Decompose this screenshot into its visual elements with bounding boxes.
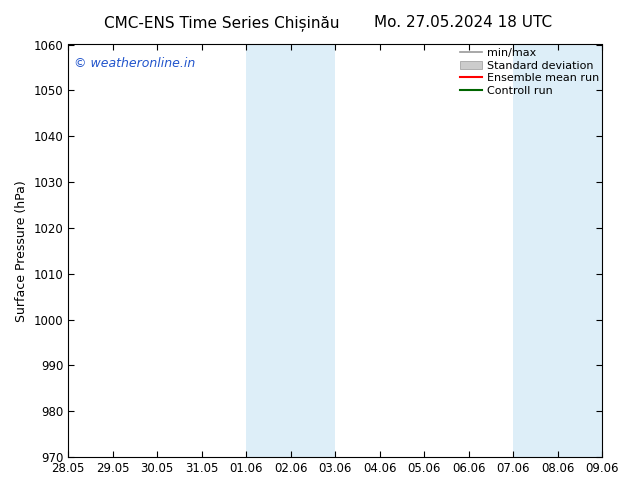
Bar (246, 45, 335, 457)
Text: Mo. 27.05.2024 18 UTC: Mo. 27.05.2024 18 UTC (374, 15, 552, 30)
Bar (514, 45, 602, 457)
Legend: min/max, Standard deviation, Ensemble mean run, Controll run: min/max, Standard deviation, Ensemble me… (460, 48, 599, 96)
Y-axis label: Surface Pressure (hPa): Surface Pressure (hPa) (15, 180, 28, 322)
Text: CMC-ENS Time Series Chișinău: CMC-ENS Time Series Chișinău (104, 15, 340, 30)
Text: © weatheronline.in: © weatheronline.in (74, 57, 195, 70)
